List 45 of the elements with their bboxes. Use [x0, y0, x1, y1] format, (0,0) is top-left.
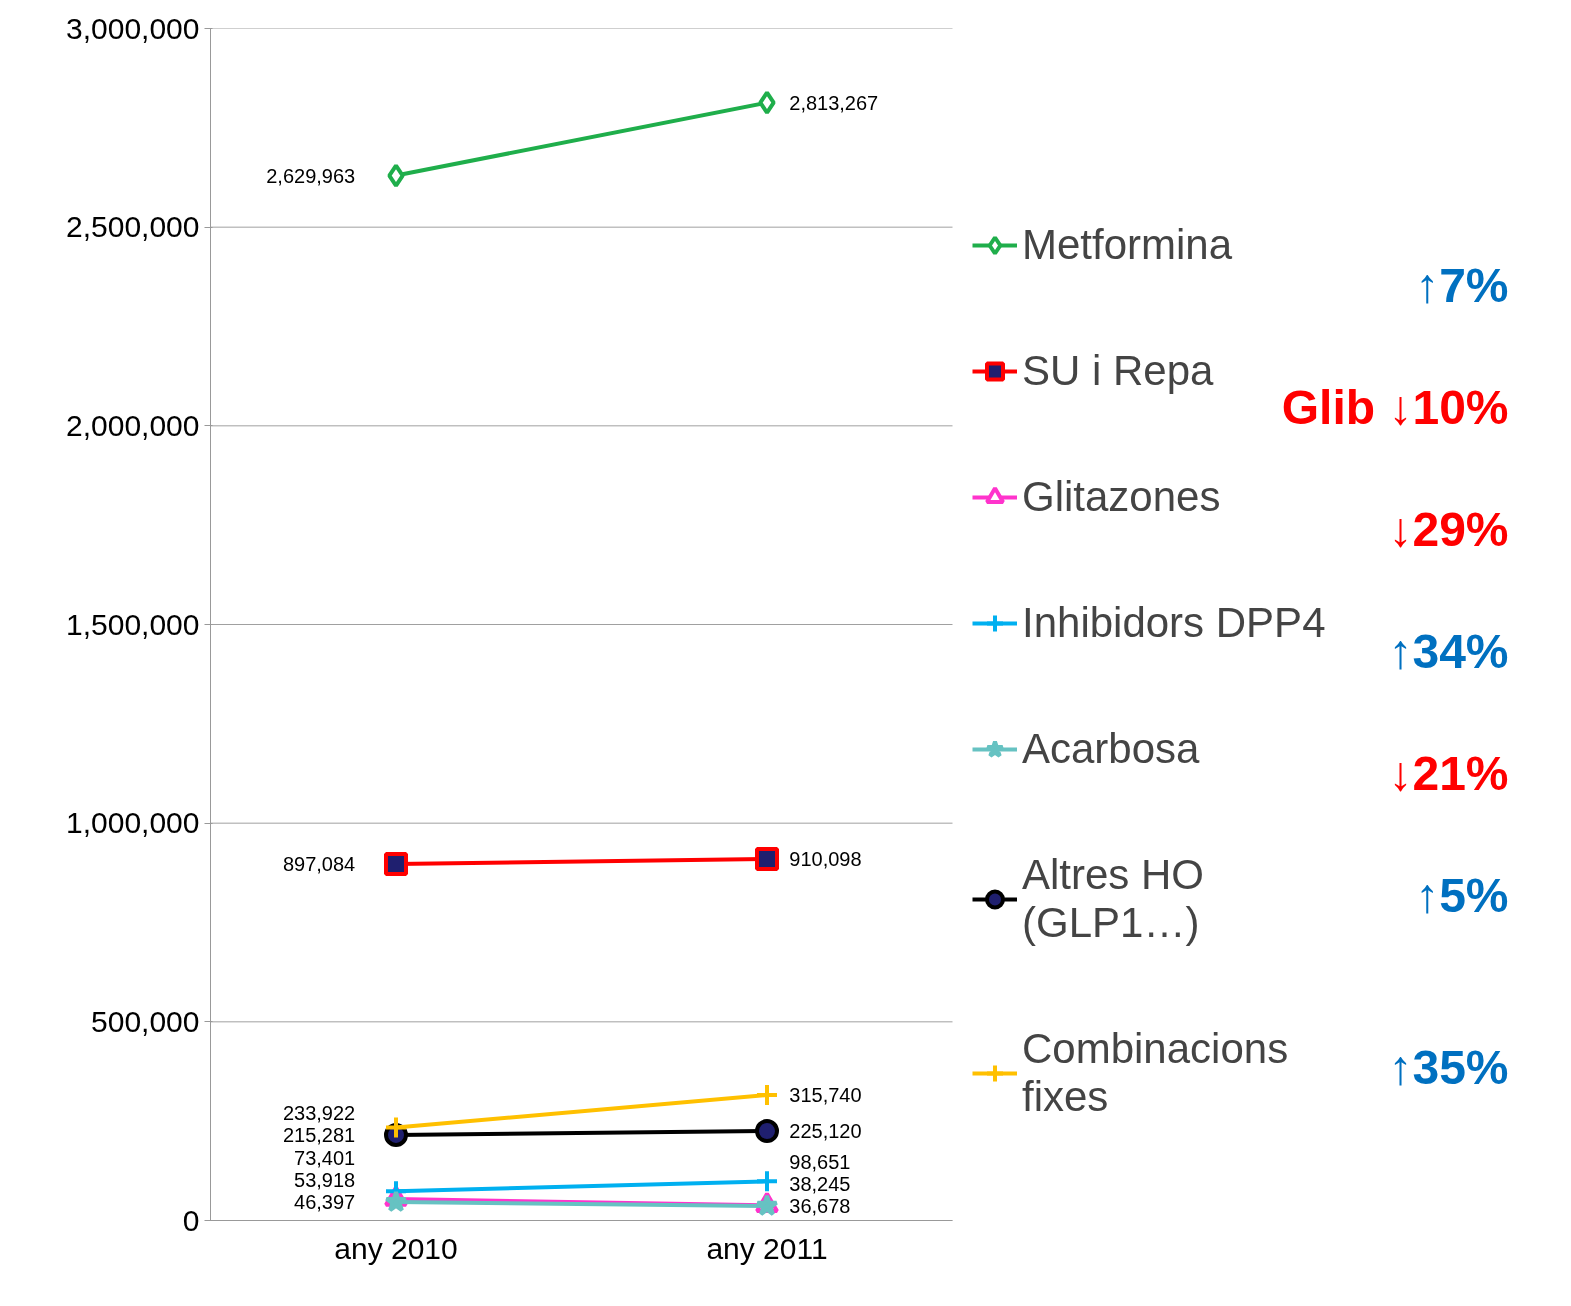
point [384, 1115, 408, 1140]
point [755, 846, 779, 871]
data-label: 233,922 [282, 1101, 356, 1124]
data-label: 46,397 [294, 1191, 356, 1214]
data-label: 2,813,267 [789, 91, 879, 114]
legend-label: Combinacions fixes [1022, 1025, 1289, 1121]
legend-label: Acarbosa [1022, 725, 1200, 773]
legend-label: Altres HO (GLP1…) [1022, 851, 1205, 947]
data-label: 897,084 [282, 853, 356, 876]
point [755, 1169, 779, 1194]
text: ↓29% [1388, 503, 1509, 556]
text: ↑7% [1415, 259, 1509, 312]
legend-label: Inhibidors DPP4 [1022, 599, 1326, 647]
data-label: 215,281 [282, 1123, 356, 1146]
y-tick-label: 3,000,000 [66, 11, 200, 45]
point [384, 852, 408, 877]
data-label: 73,401 [294, 1147, 356, 1170]
data-label: 36,678 [789, 1194, 851, 1217]
text: ↑5% [1415, 869, 1509, 922]
y-tick-label: 0 [182, 1203, 200, 1237]
text: ↑35% [1388, 1041, 1509, 1094]
point [755, 1119, 779, 1144]
text: ↑34% [1388, 625, 1509, 678]
legend-label: SU i Repa [1022, 347, 1214, 395]
data-label: 225,120 [789, 1120, 862, 1143]
point [387, 163, 405, 188]
x-tick-label: any 2010 [334, 1231, 458, 1265]
legend-label: Glitazones [1022, 473, 1221, 521]
y-tick-label: 2,500,000 [66, 210, 200, 244]
y-tick-label: 1,000,000 [66, 806, 200, 840]
data-label: 315,740 [789, 1084, 862, 1107]
y-tick-label: 1,500,000 [66, 607, 200, 641]
data-label: 38,245 [789, 1172, 851, 1195]
text: ↓21% [1388, 747, 1509, 800]
y-tick-label: 2,000,000 [66, 408, 200, 442]
data-label: 2,629,963 [266, 164, 356, 187]
point [755, 1083, 779, 1108]
legend-label: Metformina [1022, 221, 1233, 269]
data-label: 910,098 [789, 847, 862, 870]
text: Glib ↓10% [1281, 381, 1509, 434]
x-tick-label: any 2011 [706, 1231, 828, 1265]
point [758, 90, 776, 115]
data-label: 53,918 [294, 1169, 356, 1192]
data-label: 98,651 [789, 1150, 851, 1173]
y-tick-label: 500,000 [91, 1004, 200, 1038]
